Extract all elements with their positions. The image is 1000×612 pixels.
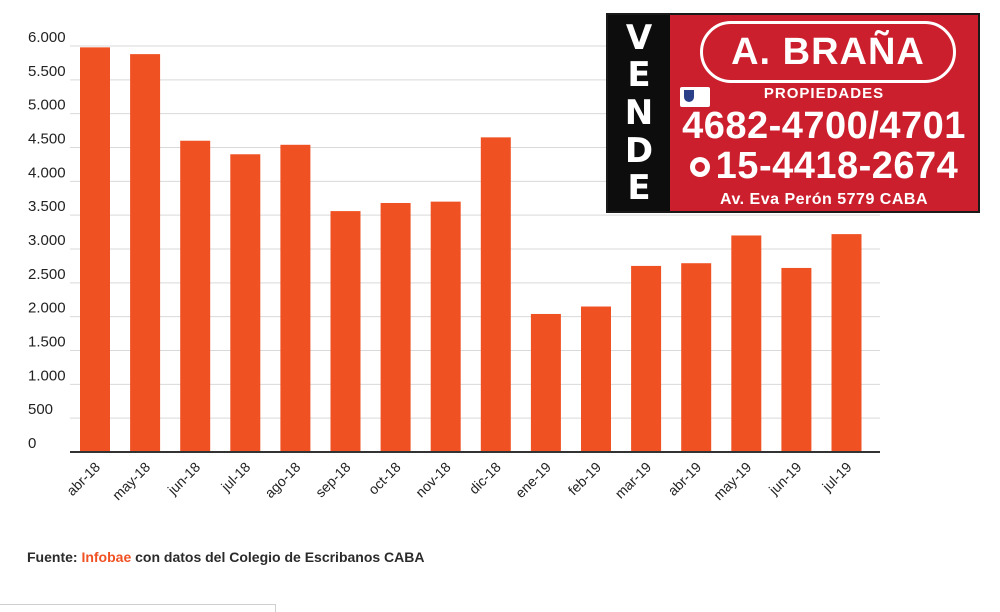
real-estate-advertisement: V E N D E A. BRAÑA PROPIEDADES 4682-4700…	[606, 13, 980, 213]
ad-side-letter: N	[624, 92, 654, 133]
bar-oct-18	[380, 202, 411, 452]
bar-ene-19	[530, 313, 561, 452]
y-tick-label: 1.500	[28, 334, 66, 351]
ad-side-letter: E	[627, 168, 651, 209]
ad-address: Av. Eva Perón 5779 CABA	[719, 191, 929, 208]
ad-side-letter: E	[627, 55, 651, 96]
ad-side-letter: V	[625, 17, 653, 58]
x-tick-label: may-19	[710, 459, 754, 503]
bar-abr-19	[681, 263, 712, 452]
x-tick-label: jul-19	[818, 459, 854, 495]
bar-dic-18	[480, 137, 511, 452]
bar-jun-19	[781, 267, 812, 452]
y-tick-label: 2.000	[28, 300, 66, 317]
bar-sep-18	[330, 211, 361, 452]
y-tick-label: 5.000	[28, 97, 66, 114]
y-tick-label: 2.500	[28, 266, 66, 283]
x-tick-label: jun-18	[164, 459, 204, 499]
x-tick-label: ago-18	[261, 459, 303, 501]
source-suffix: con datos del Colegio de Escribanos CABA	[131, 549, 425, 565]
source-prefix: Fuente:	[27, 549, 82, 565]
x-tick-label: ene-19	[512, 459, 554, 501]
source-note: Fuente: Infobae con datos del Colegio de…	[27, 549, 425, 565]
bar-mar-19	[631, 265, 662, 452]
y-tick-label: 6.000	[28, 29, 66, 46]
bar-jun-18	[180, 140, 211, 452]
y-tick-label: 4.500	[28, 131, 66, 148]
ad-side-letter: D	[624, 130, 654, 171]
y-tick-label: 0	[28, 435, 36, 452]
ad-phone: 4682-4700/4701	[682, 105, 966, 147]
y-tick-label: 4.000	[28, 164, 66, 181]
whatsapp-icon	[689, 156, 710, 177]
x-tick-label: jun-19	[765, 459, 805, 499]
ad-vende-banner: V E N D E	[608, 15, 670, 211]
ad-mobile-number: 15-4418-2674	[715, 145, 959, 187]
source-brand-link[interactable]: Infobae	[81, 549, 132, 565]
bar-nov-18	[430, 201, 461, 452]
x-tick-label: nov-18	[412, 459, 454, 501]
x-axis-labels: abr-18 may-18 jun-18 jul-18 ago-18 sep-18 oct-…	[63, 459, 855, 503]
x-tick-label: jul-18	[217, 459, 253, 495]
x-tick-label: may-18	[109, 459, 153, 503]
ad-mobile-row: 15-4418-2674	[670, 145, 978, 188]
x-tick-label: oct-18	[365, 459, 404, 498]
y-tick-label: 3.000	[28, 232, 66, 249]
y-tick-label: 3.500	[28, 198, 66, 215]
ad-brand-name: A. BRAÑA	[731, 30, 925, 73]
y-tick-label: 500	[28, 401, 53, 418]
bar-may-18	[130, 54, 161, 453]
bar-feb-19	[581, 306, 611, 452]
content-divider	[0, 604, 276, 612]
x-tick-label: sep-18	[312, 459, 354, 501]
bar-abr-18	[80, 47, 110, 452]
x-tick-label: abr-18	[63, 459, 103, 499]
x-tick-label: mar-19	[612, 459, 655, 502]
ad-subtitle: PROPIEDADES	[763, 85, 885, 102]
y-axis-ticks: 0 500 1.000 1.500 2.000 2.500 3.000 3.500 4.000 4…	[28, 29, 66, 452]
bar-jul-19	[831, 234, 862, 452]
x-tick-label: feb-19	[565, 459, 605, 499]
shield-icon	[680, 87, 710, 107]
bars	[80, 47, 862, 453]
bar-may-19	[731, 235, 762, 452]
x-tick-label: dic-18	[466, 459, 504, 497]
y-tick-label: 5.500	[28, 63, 66, 80]
bar-ago-18	[280, 144, 311, 452]
ad-brand-frame: A. BRAÑA	[700, 21, 956, 83]
y-tick-label: 1.000	[28, 367, 66, 384]
bar-jul-18	[230, 154, 261, 452]
x-tick-label: abr-19	[664, 459, 704, 499]
